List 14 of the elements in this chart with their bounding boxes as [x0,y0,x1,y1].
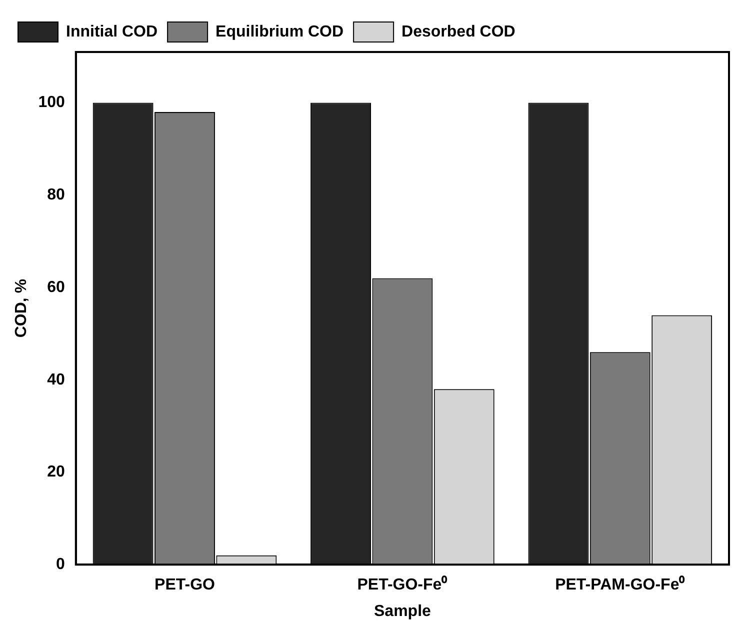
y-tick-label: 0 [56,556,65,574]
x-axis-title: Sample [374,602,431,620]
y-tick-label: 60 [47,278,65,296]
x-tick-label: PET-GO-Fe⁰ [357,576,448,594]
y-tick-label: 100 [38,94,65,112]
legend-label: Equilibrium COD [216,23,344,40]
y-tick-label: 20 [47,464,65,481]
y-axis-title: COD, % [13,278,30,338]
x-tick-label: PET-GO [154,576,215,594]
legend-label: Innitial COD [66,23,158,40]
y-tick-label: 40 [47,371,65,388]
y-tick-label: 80 [47,186,65,204]
x-tick-label: PET-PAM-GO-Fe⁰ [555,576,686,594]
legend-label: Desorbed COD [402,23,516,40]
